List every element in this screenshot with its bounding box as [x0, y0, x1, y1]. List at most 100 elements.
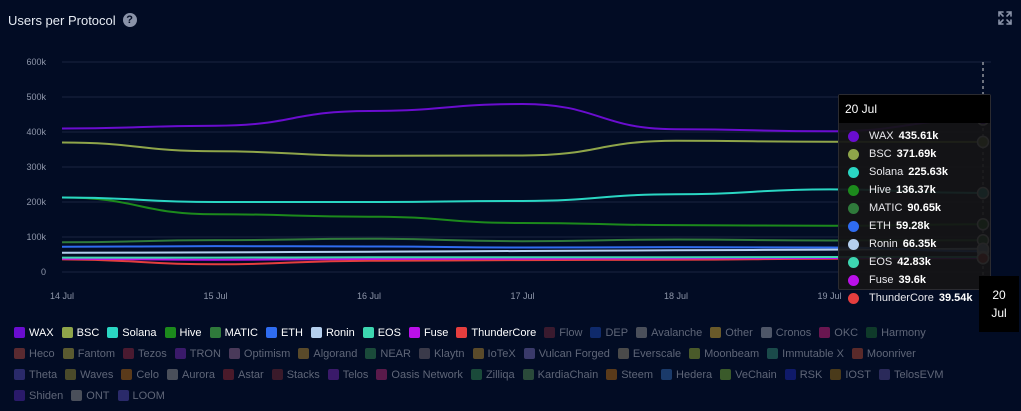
tooltip-row: BSC 371.69k — [839, 145, 990, 163]
tooltip-series-name: ThunderCore — [869, 292, 934, 304]
legend-label: Ronin — [325, 326, 355, 339]
legend-item-steem[interactable]: Steem — [606, 366, 653, 383]
legend-item-shiden[interactable]: Shiden — [14, 387, 63, 404]
legend-swatch-icon — [408, 327, 420, 338]
legend-swatch-icon — [62, 348, 74, 359]
legend-item-fuse[interactable]: Fuse — [408, 324, 449, 341]
legend-item-fantom[interactable]: Fantom — [62, 345, 115, 362]
legend-item-okc[interactable]: OKC — [819, 324, 858, 341]
legend-item-loom[interactable]: LOOM — [117, 387, 165, 404]
legend-item-moonriver[interactable]: Moonriver — [851, 345, 916, 362]
legend-label: MATIC — [224, 326, 258, 339]
legend-item-eos[interactable]: EOS — [362, 324, 401, 341]
series-dot-icon — [848, 166, 859, 178]
legend-item-kardiachain[interactable]: KardiaChain — [522, 366, 598, 383]
legend-label: Moonbeam — [704, 347, 760, 360]
tooltip-row: Hive 136.37k — [839, 181, 990, 199]
series-line-solana — [61, 188, 984, 204]
legend-swatch-icon — [661, 369, 673, 380]
legend-item-other[interactable]: Other — [710, 324, 753, 341]
legend-item-vulcan-forged[interactable]: Vulcan Forged — [523, 345, 610, 362]
legend-swatch-icon — [14, 390, 25, 401]
legend-item-ont[interactable]: ONT — [71, 387, 110, 404]
legend-label: Everscale — [632, 347, 682, 360]
legend-swatch-icon — [418, 348, 430, 359]
legend-item-ronin[interactable]: Ronin — [310, 324, 355, 341]
legend-item-iost[interactable]: IOST — [830, 366, 871, 383]
legend-swatch-icon — [362, 327, 374, 338]
legend-item-dep[interactable]: DEP — [590, 324, 628, 341]
legend-item-solana[interactable]: Solana — [107, 324, 157, 341]
legend-label: Hedera — [676, 368, 713, 381]
legend-item-theta[interactable]: Theta — [14, 366, 57, 383]
legend-item-wax[interactable]: WAX — [14, 324, 54, 341]
help-icon[interactable]: ? — [122, 13, 137, 27]
legend-item-zilliqa[interactable]: Zilliqa — [470, 366, 515, 383]
legend-item-vechain[interactable]: VeChain — [720, 366, 777, 383]
legend-item-thundercore[interactable]: ThunderCore — [456, 324, 536, 341]
legend-swatch-icon — [878, 369, 890, 380]
tooltip-series-value: 59.28k — [896, 220, 930, 232]
tooltip-series-value: 371.69k — [896, 148, 937, 160]
chart-legend: WAX BSC Solana Hive MATIC ETH Ronin EOS Fuse Thun… — [14, 324, 974, 404]
legend-swatch-icon — [14, 369, 25, 380]
tooltip-series-value: 435.61k — [898, 130, 939, 142]
legend-item-heco[interactable]: Heco — [14, 345, 55, 362]
legend-item-klaytn[interactable]: Klaytn — [418, 345, 465, 362]
x-tick-label: 19 Jul — [817, 291, 841, 301]
legend-label: Avalanche — [651, 326, 703, 339]
legend-item-near[interactable]: NEAR — [365, 345, 411, 362]
legend-label: DEP — [605, 326, 629, 339]
legend-label: Astar — [238, 368, 264, 381]
legend-item-moonbeam[interactable]: Moonbeam — [689, 345, 759, 362]
legend-item-flow[interactable]: Flow — [544, 324, 582, 341]
legend-item-eth[interactable]: ETH — [265, 324, 303, 341]
legend-item-celo[interactable]: Celo — [121, 366, 159, 383]
legend-item-avalanche[interactable]: Avalanche — [636, 324, 702, 341]
legend-item-stacks[interactable]: Stacks — [271, 366, 320, 383]
legend-item-telos[interactable]: Telos — [327, 366, 368, 383]
legend-label: Fuse — [423, 326, 449, 339]
series-line-bsc — [61, 139, 984, 157]
legend-label: NEAR — [380, 347, 411, 360]
legend-item-tezos[interactable]: Tezos — [122, 345, 167, 362]
legend-item-astar[interactable]: Astar — [223, 366, 264, 383]
legend-swatch-icon — [107, 327, 119, 338]
legend-item-waves[interactable]: Waves — [65, 366, 113, 383]
y-axis: 0 100k 200k 300k 400k 500k 600k — [26, 57, 46, 277]
legend-label: OKC — [834, 326, 859, 339]
tooltip-row: Ronin 66.35k — [839, 235, 990, 253]
legend-item-tron[interactable]: TRON — [174, 345, 221, 362]
tooltip-row: EOS 42.83k — [839, 253, 990, 271]
legend-item-bsc[interactable]: BSC — [61, 324, 99, 341]
legend-label: Other — [725, 326, 753, 339]
legend-item-rsk[interactable]: RSK — [784, 366, 822, 383]
legend-label: Solana — [122, 326, 157, 339]
legend-swatch-icon — [174, 348, 186, 359]
legend-swatch-icon — [365, 348, 377, 359]
legend-item-hive[interactable]: Hive — [164, 324, 202, 341]
legend-item-aurora[interactable]: Aurora — [166, 366, 215, 383]
legend-swatch-icon — [710, 327, 722, 338]
legend-item-algorand[interactable]: Algorand — [298, 345, 357, 362]
chart-header: Users per Protocol ? — [8, 10, 137, 30]
tooltip-row: Solana 225.63k — [839, 163, 990, 181]
legend-label: Fantom — [77, 347, 115, 360]
line-chart: 0 100k 200k 300k 400k 500k 600k 14 Jul 15 Jul 16… — [26, 57, 991, 301]
legend-swatch-icon — [14, 348, 25, 359]
x-tick-label: 15 Jul — [203, 291, 227, 301]
crosshair-date-tag: 20 Jul — [979, 276, 1019, 332]
legend-item-harmony[interactable]: Harmony — [866, 324, 926, 341]
legend-item-oasis-network[interactable]: Oasis Network — [376, 366, 463, 383]
legend-label: Heco — [29, 347, 55, 360]
legend-item-immutable-x[interactable]: Immutable X — [767, 345, 844, 362]
expand-icon[interactable] — [997, 10, 1013, 26]
legend-item-telosevm[interactable]: TelosEVM — [878, 366, 944, 383]
legend-item-optimism[interactable]: Optimism — [228, 345, 291, 362]
legend-item-hedera[interactable]: Hedera — [661, 366, 712, 383]
legend-item-everscale[interactable]: Everscale — [617, 345, 682, 362]
legend-item-cronos[interactable]: Cronos — [760, 324, 811, 341]
legend-item-iotex[interactable]: IoTeX — [472, 345, 516, 362]
legend-item-matic[interactable]: MATIC — [209, 324, 258, 341]
legend-label: Optimism — [243, 347, 291, 360]
